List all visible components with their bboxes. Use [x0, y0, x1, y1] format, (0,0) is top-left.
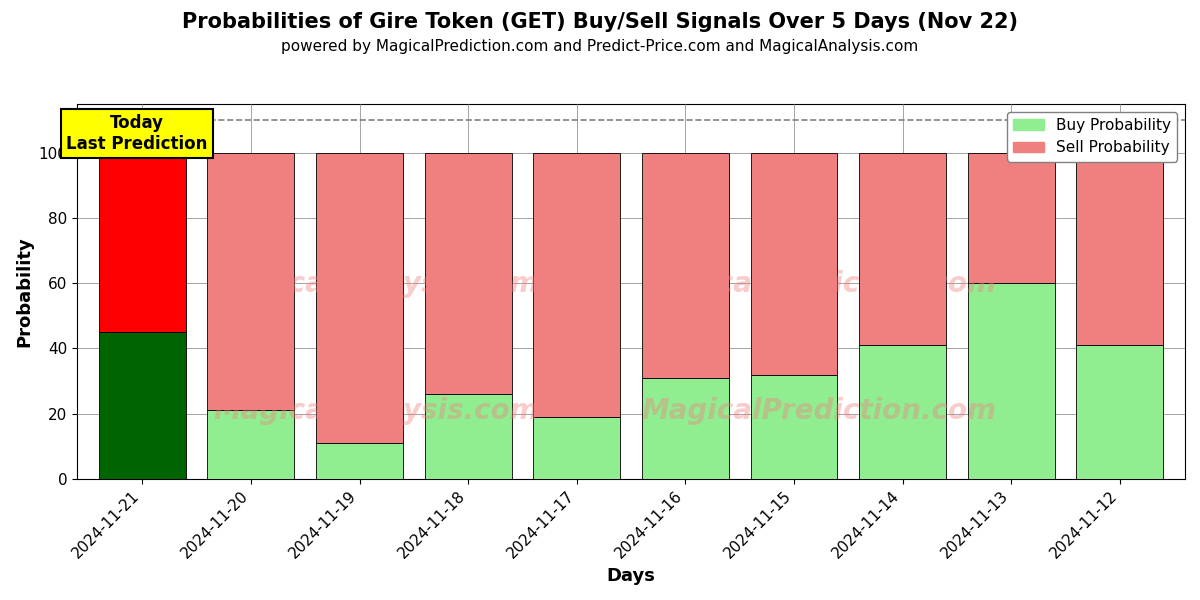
Bar — [533, 417, 620, 479]
Bar — [208, 153, 294, 410]
Bar — [316, 153, 403, 443]
Bar — [425, 153, 511, 394]
Text: MagicalPrediction.com: MagicalPrediction.com — [642, 397, 997, 425]
Legend: Buy Probability, Sell Probability: Buy Probability, Sell Probability — [1007, 112, 1177, 161]
Bar — [316, 443, 403, 479]
Text: MagicalAnalysis.com: MagicalAnalysis.com — [214, 270, 539, 298]
Bar — [425, 394, 511, 479]
Bar — [1076, 153, 1163, 345]
Text: MagicalAnalysis.com: MagicalAnalysis.com — [214, 397, 539, 425]
Text: Probabilities of Gire Token (GET) Buy/Sell Signals Over 5 Days (Nov 22): Probabilities of Gire Token (GET) Buy/Se… — [182, 12, 1018, 32]
Bar — [859, 153, 946, 345]
X-axis label: Days: Days — [607, 567, 655, 585]
Text: MagicalPrediction.com: MagicalPrediction.com — [642, 270, 997, 298]
Bar — [208, 410, 294, 479]
Bar — [967, 153, 1055, 283]
Bar — [750, 374, 838, 479]
Y-axis label: Probability: Probability — [14, 236, 32, 347]
Bar — [98, 332, 186, 479]
Bar — [750, 153, 838, 374]
Bar — [642, 378, 728, 479]
Bar — [967, 283, 1055, 479]
Bar — [98, 153, 186, 332]
Bar — [859, 345, 946, 479]
Bar — [642, 153, 728, 378]
Text: Today
Last Prediction: Today Last Prediction — [66, 114, 208, 152]
Text: powered by MagicalPrediction.com and Predict-Price.com and MagicalAnalysis.com: powered by MagicalPrediction.com and Pre… — [281, 39, 919, 54]
Bar — [533, 153, 620, 417]
Bar — [1076, 345, 1163, 479]
